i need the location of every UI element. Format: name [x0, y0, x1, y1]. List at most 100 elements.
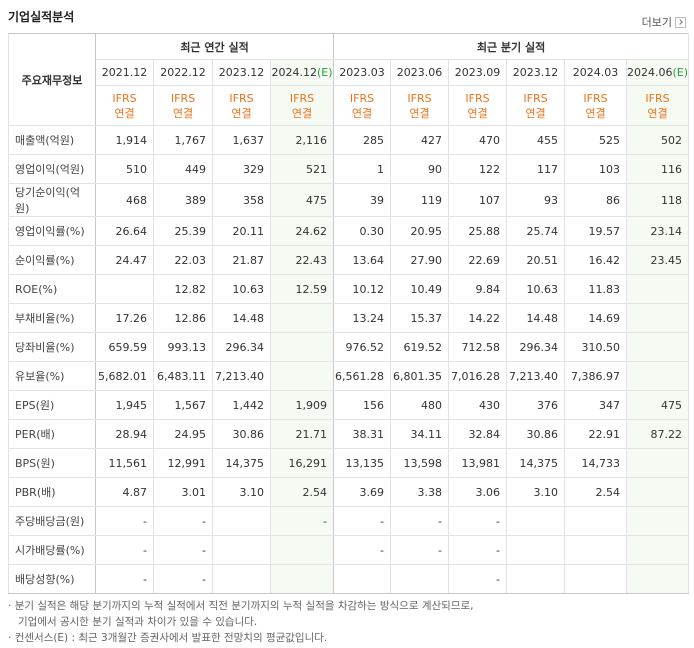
value-cell: -	[448, 564, 508, 594]
empty-cell	[269, 564, 335, 594]
value-cell: -	[448, 506, 508, 536]
value-cell: 24.95	[153, 419, 213, 449]
data-row: 배당성향(%) - - -	[8, 564, 690, 594]
value-cell: 430	[448, 390, 508, 420]
period-header: 2023.03	[333, 59, 392, 86]
value-cell: 39	[333, 183, 392, 217]
value-cell: 14.48	[506, 303, 566, 333]
basis: IFRS	[349, 91, 375, 105]
scope: 연결	[291, 106, 313, 120]
value-cell: 87.22	[626, 419, 690, 449]
value-cell: 3.06	[448, 477, 508, 507]
period-header: 2021.12	[95, 59, 154, 86]
more-text[interactable]: 더보기	[641, 16, 672, 29]
value-cell: 10.63	[506, 274, 566, 304]
value-cell: 14,375	[212, 448, 271, 478]
value-cell: 285	[333, 125, 392, 155]
value-cell: 12.82	[153, 274, 213, 304]
value-cell: 24.47	[95, 245, 154, 275]
period-header: 2024.03	[564, 59, 628, 86]
value-cell: 14.22	[448, 303, 508, 333]
data-row: 주당배당금(원) - - - - - -	[8, 506, 690, 536]
more-icon[interactable]	[675, 16, 686, 28]
value-cell: 510	[95, 154, 154, 184]
value-cell: -	[153, 506, 213, 536]
value-cell: 93	[506, 183, 566, 217]
value-cell: 15.37	[390, 303, 450, 333]
data-row: 부채비율(%) 17.26 12.86 14.48 13.24 15.37 14.22 14.…	[8, 303, 690, 333]
value-cell: 119	[390, 183, 450, 217]
data-row: 당좌비율(%) 659.59 993.13 296.34 976.52 619.52 712…	[8, 332, 690, 362]
value-cell: -	[95, 535, 154, 565]
value-cell: 0.30	[333, 216, 392, 246]
period: 2024.03	[572, 66, 619, 79]
row-label: 주당배당금(원)	[8, 506, 96, 536]
value-cell: 23.14	[626, 216, 690, 246]
period: 2023.03	[339, 66, 385, 79]
empty-cell	[212, 535, 271, 565]
note-text: 분기 실적은 해당 분기까지의 누적 실적에서 직전 분기까지의 누적 실적을 …	[14, 600, 474, 612]
row-label: EPS(원)	[8, 390, 96, 420]
value-cell: 3.10	[506, 477, 566, 507]
more-link[interactable]: 더보기	[642, 14, 686, 30]
basis-row: IFRS 연결 IFRS 연결 IFRS 연결 IFRS 연결 IFRS 연결 IFRS 연결 IFRS…	[9, 85, 690, 126]
basis: IFRS	[523, 91, 548, 105]
value-cell: 19.57	[564, 216, 628, 246]
value-cell: 347	[564, 390, 628, 420]
value-cell: 13,135	[333, 448, 392, 478]
empty-cell	[626, 303, 690, 333]
value-cell: -	[333, 506, 392, 536]
data-row: PER(배) 28.94 24.95 30.86 21.71 38.31 34.11 32.8…	[8, 419, 690, 449]
period-header: 2024.12(E)	[269, 59, 335, 86]
value-cell: 25.74	[506, 216, 566, 246]
value-cell: 14,733	[564, 448, 628, 478]
value-cell: 116	[626, 154, 690, 184]
value-cell: 4.87	[95, 477, 154, 507]
basis-header: IFRS 연결	[626, 85, 690, 126]
value-cell: 3.69	[333, 477, 392, 507]
data-row: 순이익률(%) 24.47 22.03 21.87 22.43 13.64 27.90 22.…	[8, 245, 690, 275]
value-cell: 296.34	[506, 332, 566, 362]
scope: 연결	[231, 106, 252, 120]
basis-header: IFRS 연결	[564, 85, 628, 126]
value-cell: 1,945	[95, 390, 154, 420]
value-cell: 11,561	[95, 448, 154, 478]
value-cell: 13.64	[333, 245, 392, 275]
value-cell: 1,767	[153, 125, 213, 155]
row-label: PER(배)	[8, 419, 96, 449]
value-cell: -	[390, 506, 450, 536]
note-text: 기업에서 공시한 분기 실적과 차이가 있을 수 있습니다.	[18, 616, 258, 628]
basis-header: IFRS 연결	[390, 85, 450, 126]
row-label: 배당성향(%)	[8, 564, 96, 594]
scope: 연결	[351, 106, 373, 120]
estimate-mark: (E)	[672, 66, 689, 79]
data-row: ROE(%) 12.82 10.63 12.59 10.12 10.49 9.84 10.63…	[8, 274, 690, 304]
empty-cell	[626, 448, 690, 478]
value-cell: 2.54	[269, 477, 335, 507]
value-cell: 7,386.97	[564, 361, 628, 391]
financial-table: 주요재무정보 최근 연간 실적 최근 분기 실적 2021.12 2022.12 2023…	[8, 33, 690, 594]
value-cell: 1,637	[212, 125, 271, 155]
value-cell: -	[153, 535, 213, 565]
empty-cell	[212, 506, 271, 536]
data-row: PBR(배) 4.87 3.01 3.10 2.54 3.69 3.38 3.06 3.10 2.…	[8, 477, 690, 507]
value-cell: 521	[269, 154, 335, 184]
row-label: 부채비율(%)	[8, 303, 96, 333]
basis-header: IFRS 연결	[212, 85, 271, 126]
group-header: 최근 연간 실적	[94, 33, 335, 60]
data-row: 영업이익률(%) 26.64 25.39 20.11 24.62 0.30 20.95 25.…	[8, 216, 690, 246]
corner-label: 주요재무정보	[8, 33, 96, 126]
period-header: 2023.12	[506, 59, 566, 86]
row-label: 당좌비율(%)	[8, 332, 96, 362]
period: 2024.12	[271, 66, 317, 79]
estimate-mark: (E)	[316, 66, 333, 79]
value-cell: 376	[506, 390, 566, 420]
value-cell: 122	[448, 154, 508, 184]
value-cell: 13,981	[448, 448, 508, 478]
note-text: 컨센서스(E) : 최근 3개월간 증권사에서 발표한 전망치의 평균값입니다.	[14, 632, 328, 644]
value-cell: 427	[390, 125, 450, 155]
value-cell: 470	[448, 125, 508, 155]
basis: IFRS	[170, 91, 196, 105]
scope: 연결	[647, 106, 668, 120]
